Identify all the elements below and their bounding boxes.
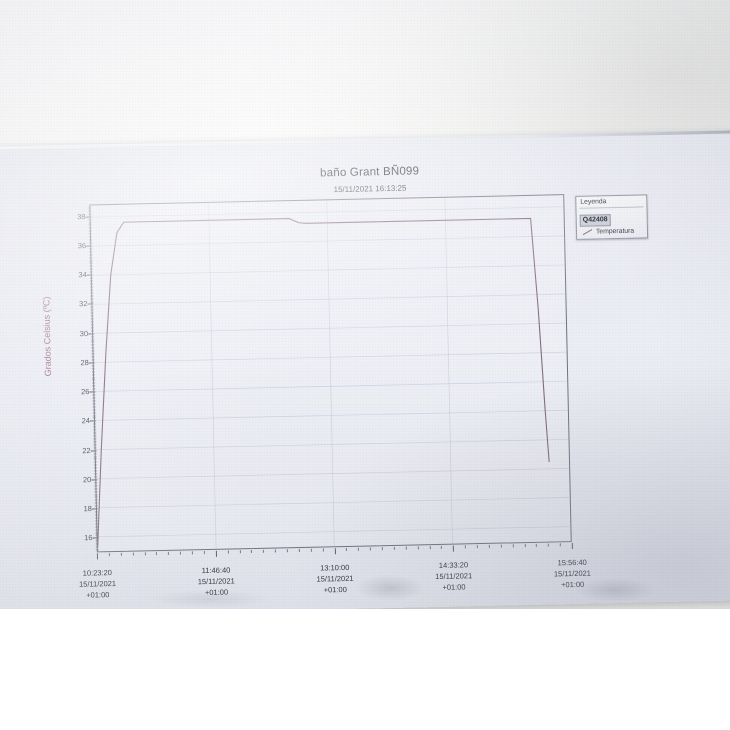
x-minor-tick-mark [441,545,443,549]
y-tick-label: 20 [82,474,92,485]
legend-line-swatch [582,229,593,236]
x-tick-mark [334,548,336,555]
x-minor-tick-mark [144,552,146,556]
legend-series-id: Q42408 [579,214,611,227]
x-minor-tick-mark [239,550,241,554]
y-tick-label: 34 [78,270,87,280]
x-minor-tick-mark [156,552,158,556]
x-tick-mark [215,550,217,557]
x-minor-tick-mark [168,551,170,555]
image-bottom-margin [0,609,730,730]
y-axis-title: Grados Celsius (ºC) [41,296,54,377]
x-minor-tick-mark [559,543,561,547]
x-minor-tick-mark [286,549,288,553]
chart-legend: Leyenda Q42408 Temperatura [575,194,649,240]
x-minor-tick-mark [548,543,550,547]
temperature-series-line [97,217,550,547]
temperature-chart: baño Grant BÑ099 15/11/2021 16:13:25 Gra… [0,130,730,617]
y-tick-label: 26 [80,387,90,397]
x-minor-tick-mark [180,551,182,555]
x-minor-tick-mark [274,549,277,553]
x-tick-label: 15:56:40 15/11/2021 +01:00 [553,557,592,590]
x-tick-mark [96,553,99,560]
y-tick-label: 30 [79,328,89,338]
plot-area [89,194,572,553]
x-minor-tick-mark [191,551,193,555]
printed-paper-sheet: baño Grant BÑ099 15/11/2021 16:13:25 Gra… [0,129,730,617]
x-minor-tick-mark [512,544,514,548]
x-minor-tick-mark [203,551,205,555]
x-minor-tick-mark [476,545,478,549]
y-tick-label: 22 [82,445,91,455]
x-tick-label: 11:46:40 15/11/2021 +01:00 [197,565,235,598]
x-tick-mark [453,545,455,552]
legend-entry-label: Temperatura [595,227,635,236]
x-minor-tick-mark [346,547,348,551]
x-minor-tick-mark [429,546,431,550]
y-tick-label: 36 [77,241,87,251]
x-minor-tick-mark [369,547,372,551]
x-minor-tick-mark [405,546,407,550]
x-minor-tick-mark [310,548,312,552]
x-minor-tick-mark [120,552,122,556]
x-minor-tick-mark [393,546,395,550]
y-tick-label: 16 [84,533,93,543]
x-minor-tick-mark [298,548,300,553]
x-minor-tick-mark [488,544,490,548]
x-tick-mark [571,543,573,550]
y-tick-label: 24 [81,416,91,426]
x-minor-tick-mark [464,545,466,549]
x-minor-tick-mark [108,553,110,557]
legend-entry: Temperatura [580,227,644,235]
y-tick-label: 38 [77,211,86,221]
x-minor-tick-mark [381,547,383,551]
x-minor-tick-mark [132,552,134,556]
x-minor-tick-mark [251,550,253,554]
x-minor-tick-mark [500,544,502,548]
x-minor-tick-mark [536,543,538,547]
x-tick-label: 13:10:00 15/11/2021 +01:00 [316,562,354,595]
y-tick-label: 28 [80,357,89,368]
x-minor-tick-mark [322,548,324,552]
x-minor-tick-mark [227,550,229,554]
y-tick-label: 18 [83,504,93,514]
x-tick-label: 14:33:20 15/11/2021 +01:00 [435,560,473,592]
x-minor-tick-mark [524,544,526,548]
x-minor-tick-mark [358,547,360,551]
x-minor-tick-mark [417,546,419,550]
legend-title: Leyenda [579,197,644,209]
y-tick-label: 32 [79,299,88,309]
x-minor-tick-mark [263,549,265,553]
x-tick-label: 10:23:20 15/11/2021 +01:00 [78,568,117,600]
